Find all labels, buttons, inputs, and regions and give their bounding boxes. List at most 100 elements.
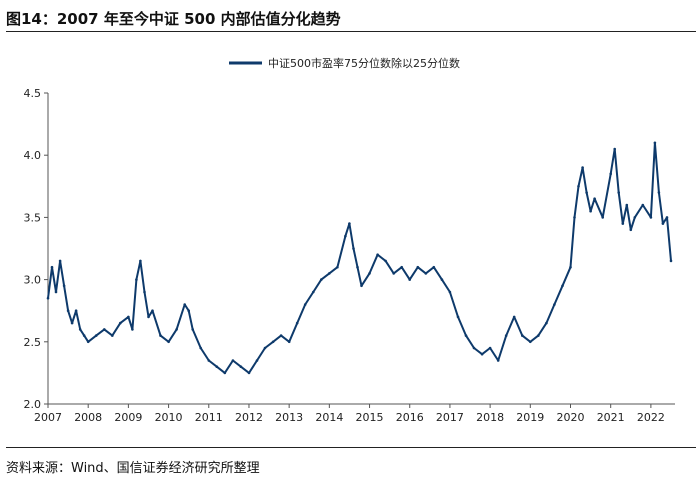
data-point xyxy=(54,290,58,294)
data-point xyxy=(561,284,564,288)
data-point xyxy=(139,259,142,263)
data-point xyxy=(328,272,331,275)
data-point xyxy=(175,328,178,331)
data-point xyxy=(448,290,452,294)
data-point xyxy=(629,228,633,232)
data-point xyxy=(151,309,154,313)
data-point xyxy=(537,334,540,337)
data-point xyxy=(147,315,150,319)
data-point xyxy=(191,328,194,331)
y-tick-label: 4.5 xyxy=(24,87,42,100)
data-point xyxy=(621,222,625,225)
data-point xyxy=(368,272,371,275)
data-point xyxy=(119,321,122,325)
data-point xyxy=(199,346,202,350)
data-point xyxy=(360,284,363,288)
series-line xyxy=(47,141,672,374)
data-point xyxy=(617,191,620,194)
data-point xyxy=(255,359,259,362)
data-point xyxy=(496,359,500,362)
data-point xyxy=(352,247,355,250)
data-point xyxy=(593,197,596,200)
y-tick-label: 2.5 xyxy=(24,336,42,349)
data-point xyxy=(661,222,665,225)
data-point xyxy=(480,352,484,356)
data-point xyxy=(103,328,106,331)
y-tick-label: 4.0 xyxy=(24,149,42,162)
data-point xyxy=(653,141,657,145)
data-point xyxy=(50,265,54,269)
data-point xyxy=(223,371,227,375)
data-point xyxy=(488,346,492,350)
data-point xyxy=(62,284,66,288)
chart-legend: 中证500市盈率75分位数除以25分位数 xyxy=(229,56,460,70)
data-point xyxy=(247,371,251,375)
data-point xyxy=(74,309,78,313)
data-point xyxy=(665,216,669,219)
data-point xyxy=(669,259,673,263)
data-point xyxy=(320,278,323,281)
x-tick-label: 2015 xyxy=(356,411,384,424)
data-point xyxy=(553,303,556,306)
data-point xyxy=(239,365,243,369)
data-point xyxy=(657,191,661,194)
data-point xyxy=(545,321,548,325)
data-point xyxy=(585,191,588,194)
data-point xyxy=(287,340,291,344)
x-tick-label: 2008 xyxy=(74,411,102,424)
data-point xyxy=(295,321,299,325)
data-point xyxy=(472,346,476,350)
line-chart: 2.0 2.5 3.0 3.5 4.0 4.5 2007 2008 2009 2010 2011 20… xyxy=(24,56,675,424)
data-point xyxy=(400,265,404,269)
y-tick-label: 2.0 xyxy=(24,398,42,411)
data-point xyxy=(183,303,186,306)
data-point xyxy=(82,334,86,337)
data-point xyxy=(609,172,612,176)
data-point xyxy=(111,334,114,337)
data-point xyxy=(392,272,396,275)
data-point xyxy=(127,315,130,319)
x-tick-label: 2012 xyxy=(235,411,263,424)
x-tick-label: 2017 xyxy=(436,411,464,424)
data-point xyxy=(271,340,275,344)
data-point xyxy=(356,265,359,269)
figure-title: 图14：2007 年至今中证 500 内部估值分化趋势 xyxy=(6,10,341,28)
x-tick-label: 2014 xyxy=(315,411,343,424)
data-point xyxy=(601,216,604,219)
x-tick-label: 2009 xyxy=(114,411,142,424)
data-point xyxy=(464,334,468,337)
title-divider xyxy=(6,31,696,32)
data-point xyxy=(504,334,508,337)
data-point xyxy=(376,253,379,256)
data-point xyxy=(159,334,162,337)
data-point xyxy=(344,234,347,238)
data-point xyxy=(58,259,62,263)
x-tick-label: 2019 xyxy=(516,411,544,424)
data-point xyxy=(312,290,315,294)
legend-label: 中证500市盈率75分位数除以25分位数 xyxy=(268,56,460,70)
data-point xyxy=(135,278,138,281)
data-point xyxy=(94,334,98,337)
data-point xyxy=(424,272,428,275)
data-point xyxy=(521,334,524,337)
x-tick-label: 2007 xyxy=(34,411,62,424)
data-point xyxy=(416,265,420,269)
data-point xyxy=(529,340,532,344)
data-point xyxy=(187,309,190,313)
data-point xyxy=(46,297,50,300)
data-point xyxy=(589,209,592,213)
x-tick-label: 2011 xyxy=(195,411,223,424)
data-point xyxy=(625,203,629,207)
data-point xyxy=(440,278,444,281)
data-point xyxy=(613,147,616,151)
data-point xyxy=(348,222,351,225)
data-point xyxy=(581,166,584,169)
data-point xyxy=(78,328,82,331)
data-point xyxy=(70,321,74,325)
data-point xyxy=(279,334,283,337)
y-tick-label: 3.0 xyxy=(24,274,42,287)
data-point xyxy=(569,265,572,269)
x-tick-label: 2021 xyxy=(597,411,625,424)
data-point xyxy=(207,359,211,362)
